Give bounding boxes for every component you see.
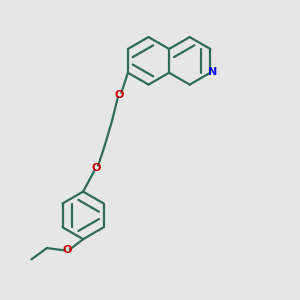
Text: N: N — [208, 68, 218, 77]
Text: O: O — [92, 163, 101, 173]
Text: O: O — [63, 245, 72, 256]
Text: O: O — [115, 90, 124, 100]
